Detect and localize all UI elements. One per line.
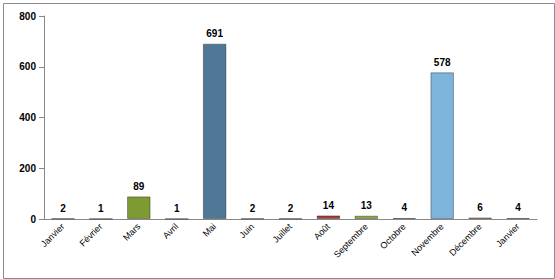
svg-text:Septembre: Septembre — [332, 221, 370, 259]
svg-text:6: 6 — [477, 202, 483, 213]
svg-text:1: 1 — [98, 203, 104, 214]
svg-text:Mars: Mars — [121, 221, 143, 243]
svg-text:Janvier: Janvier — [39, 221, 67, 249]
svg-text:Juillet: Juillet — [271, 221, 295, 245]
svg-text:600: 600 — [19, 61, 36, 72]
svg-text:691: 691 — [206, 28, 223, 39]
svg-text:Juin: Juin — [237, 221, 256, 240]
svg-text:Janvier: Janvier — [494, 221, 522, 249]
svg-text:Août: Août — [312, 221, 332, 241]
svg-text:2: 2 — [250, 203, 256, 214]
svg-text:0: 0 — [30, 214, 36, 225]
svg-text:4: 4 — [515, 202, 521, 213]
svg-text:Décembre: Décembre — [447, 221, 483, 257]
svg-text:2: 2 — [288, 203, 294, 214]
svg-text:578: 578 — [434, 57, 451, 68]
svg-text:800: 800 — [19, 11, 36, 22]
svg-text:Novembre: Novembre — [409, 221, 445, 257]
svg-text:89: 89 — [133, 181, 145, 192]
svg-text:2: 2 — [60, 203, 66, 214]
svg-text:200: 200 — [19, 163, 36, 174]
svg-text:Mai: Mai — [201, 221, 218, 238]
svg-text:400: 400 — [19, 112, 36, 123]
svg-text:13: 13 — [361, 200, 373, 211]
svg-text:1: 1 — [174, 203, 180, 214]
svg-text:4: 4 — [401, 202, 407, 213]
svg-text:14: 14 — [323, 200, 335, 211]
svg-text:Octobre: Octobre — [378, 221, 408, 251]
svg-text:Avril: Avril — [161, 221, 180, 240]
svg-text:Février: Février — [78, 221, 105, 248]
